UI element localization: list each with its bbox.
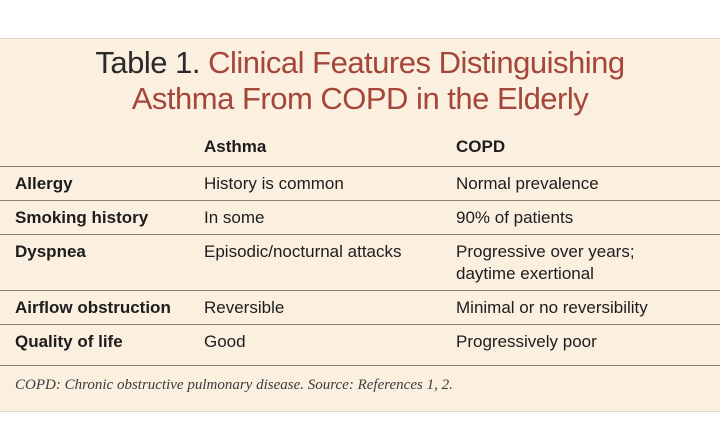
copd-cell: Normal prevalence	[456, 174, 599, 193]
copd-cell-line-1: Progressive over years;	[456, 242, 635, 261]
column-header-asthma: Asthma	[204, 137, 267, 156]
row-label: Allergy	[15, 174, 73, 193]
asthma-cell: Episodic/nocturnal attacks	[204, 242, 402, 261]
copd-cell: Minimal or no reversibility	[456, 298, 648, 317]
asthma-cell: Reversible	[204, 298, 285, 317]
table-title-line-2: Asthma From COPD in the Elderly	[131, 81, 589, 116]
header-rule	[0, 166, 720, 167]
table-panel: Table 1. Clinical Features Distinguishin…	[0, 38, 720, 412]
asthma-cell: Good	[204, 332, 246, 351]
copd-cell: Progressive over years; daytime exertion…	[456, 241, 635, 285]
copd-cell-line-2: daytime exertional	[456, 264, 594, 283]
footer-rule	[0, 365, 720, 366]
table-number: Table 1.	[95, 45, 200, 80]
asthma-cell: History is common	[204, 174, 344, 193]
row-label: Dyspnea	[15, 242, 86, 261]
row-label: Airflow obstruction	[15, 298, 171, 317]
row-rule	[0, 200, 720, 201]
copd-cell: Progressively poor	[456, 332, 597, 351]
row-label: Smoking history	[15, 208, 149, 227]
column-header-copd: COPD	[456, 137, 506, 156]
table-title-text-1: Clinical Features Distinguishing	[208, 45, 625, 80]
row-rule	[0, 290, 720, 291]
row-rule	[0, 234, 720, 235]
asthma-cell: In some	[204, 208, 265, 227]
row-rule	[0, 324, 720, 325]
copd-cell: 90% of patients	[456, 208, 574, 227]
table-footnote: COPD: Chronic obstructive pulmonary dise…	[15, 377, 453, 393]
table-title-line-1: Table 1. Clinical Features Distinguishin…	[0, 45, 720, 81]
table-title: Table 1. Clinical Features Distinguishin…	[0, 45, 720, 117]
row-label: Quality of life	[15, 332, 123, 351]
